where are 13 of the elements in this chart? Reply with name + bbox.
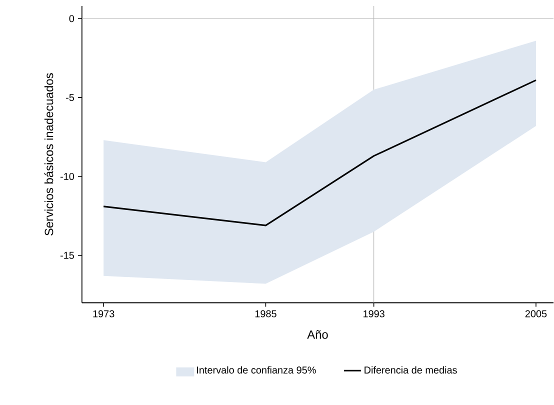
legend-label: Diferencia de medias (364, 366, 457, 374)
x-tick-label: 1973 (93, 310, 114, 318)
y-axis-title: Servicios básicos inadecuados (44, 73, 54, 236)
y-tick-label: -5 (66, 94, 74, 102)
text: Intervalo de confianza 95% (197, 366, 316, 374)
x-tick-label: 2005 (525, 310, 547, 318)
y-tick-label: -15 (60, 252, 74, 260)
line-series (102, 80, 537, 226)
y-tick-label: 0 (69, 15, 74, 22)
x-tick-label: 1985 (255, 310, 276, 318)
x-tick-label: 1993 (364, 310, 384, 318)
y-tick-label: -10 (60, 173, 74, 180)
x-axis-title: Año (307, 330, 328, 339)
